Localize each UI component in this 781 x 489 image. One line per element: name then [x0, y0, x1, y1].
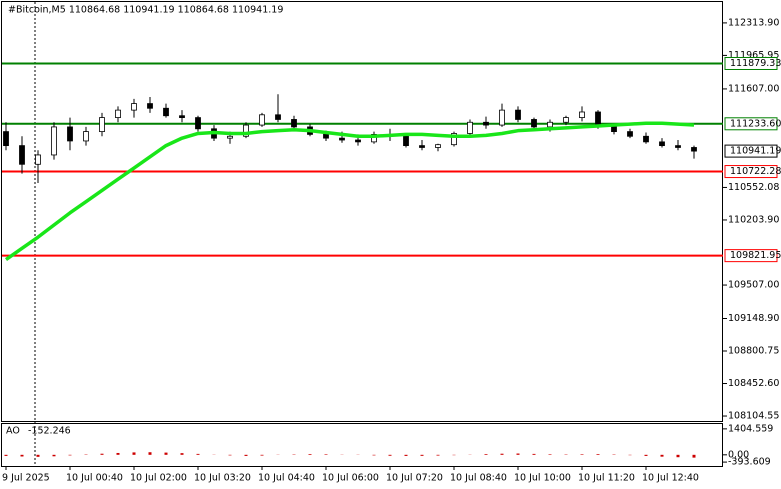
candle-body: [371, 134, 377, 143]
candle-body: [435, 144, 441, 148]
x-tick-label: 10 Jul 08:40: [450, 473, 507, 484]
candle-body: [531, 119, 537, 128]
indicator-value: -152.246: [28, 426, 71, 437]
candle-body: [611, 126, 617, 133]
indicator-y-tick-label: 0.00: [728, 449, 749, 460]
candle-body: [163, 107, 169, 117]
x-tick-label: 10 Jul 11:20: [578, 473, 635, 484]
candle-body: [35, 154, 41, 165]
indicator-y-tick-label: -393.609: [728, 457, 771, 468]
candle-body: [19, 145, 25, 165]
candle-body: [691, 147, 697, 152]
y-tick-label: 111965.95: [728, 50, 779, 61]
main-pane-frame: [1, 1, 723, 422]
candle-body: [99, 117, 105, 133]
candle-body: [275, 114, 281, 120]
level-label: 111233.60: [730, 118, 781, 129]
last-price-box: [724, 144, 778, 158]
level-label-box: [724, 249, 778, 263]
candle-body: [147, 103, 153, 109]
candle-body: [195, 117, 201, 130]
candle-body: [627, 131, 633, 137]
candle-body: [451, 133, 457, 146]
x-tick-label: 10 Jul 10:00: [514, 473, 571, 484]
candle-body: [515, 109, 521, 120]
candle-body: [243, 124, 249, 137]
level-label-box: [724, 56, 778, 70]
y-tick-label: 110552.08: [728, 182, 779, 193]
x-tick-label: 10 Jul 03:20: [194, 473, 251, 484]
candle-body: [499, 109, 505, 126]
indicator-name: AO: [6, 426, 20, 437]
x-tick-label: 9 Jul 2025: [2, 473, 50, 484]
y-tick-label: 108800.75: [728, 346, 779, 357]
candle-body: [659, 141, 665, 147]
candle-body: [131, 103, 137, 111]
candle-body: [3, 131, 9, 147]
y-tick-label: 108452.60: [728, 378, 779, 389]
level-label: 109821.95: [730, 250, 781, 261]
candle-body: [547, 121, 553, 128]
last-price-label: 110941.19: [730, 146, 781, 157]
candle-body: [339, 137, 345, 141]
candle-body: [675, 145, 681, 148]
candle-body: [67, 126, 73, 142]
candle-body: [579, 111, 585, 118]
x-tick-label: 10 Jul 07:20: [386, 473, 443, 484]
y-tick-label: 110203.90: [728, 214, 779, 225]
level-label-box: [724, 117, 778, 131]
x-tick-label: 10 Jul 04:40: [258, 473, 315, 484]
level-label-box: [724, 165, 778, 179]
y-tick-label: 112313.90: [728, 17, 779, 28]
candle-body: [291, 119, 297, 128]
level-label: 111879.33: [730, 58, 781, 69]
chart-title: #Bitcoin,M5 110864.68 110941.19 110864.6…: [8, 5, 283, 16]
candle-body: [563, 117, 569, 123]
candle-body: [643, 135, 649, 143]
candle-body: [483, 121, 489, 126]
indicator-pane-frame: [1, 423, 723, 467]
x-tick-label: 10 Jul 02:00: [130, 473, 187, 484]
candle-body: [179, 115, 185, 118]
candle-body: [51, 126, 57, 156]
y-tick-label: 111607.00: [728, 83, 779, 94]
candle-body: [355, 139, 361, 143]
candle-body: [115, 109, 121, 118]
indicator-y-tick-label: 1404.559: [728, 423, 773, 434]
y-tick-label: 109507.00: [728, 280, 779, 291]
candle-body: [83, 131, 89, 142]
x-tick-label: 10 Jul 00:40: [66, 473, 123, 484]
candle-body: [403, 135, 409, 147]
candle-body: [259, 114, 265, 126]
moving-average: [4, 121, 695, 261]
candle-body: [467, 121, 473, 134]
x-tick-label: 10 Jul 06:00: [322, 473, 379, 484]
candle-body: [227, 135, 233, 139]
candle-body: [419, 145, 425, 148]
candle-body: [323, 134, 329, 139]
y-tick-label: 108104.55: [728, 411, 779, 422]
level-label: 110722.28: [730, 166, 781, 177]
y-tick-label: 109148.90: [728, 313, 779, 324]
x-tick-label: 10 Jul 12:40: [642, 473, 699, 484]
